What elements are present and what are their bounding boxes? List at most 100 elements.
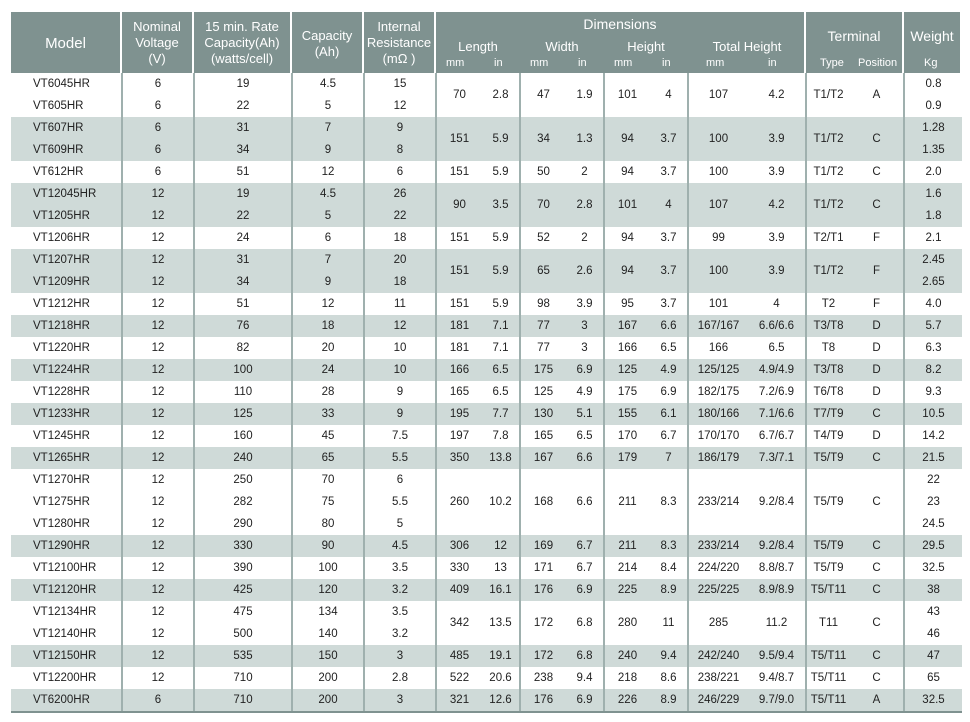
length-in-cell: 5.9 [482, 227, 520, 249]
voltage-line-1: Nominal [133, 19, 181, 34]
total-height-mm-cell: 99 [687, 227, 748, 249]
width-mm-cell: 172 [519, 645, 566, 667]
total-height-in-cell: 7.2/6.9 [748, 381, 806, 403]
height-in-cell: 6.6 [650, 315, 688, 337]
total-height-mm-cell: 125/125 [687, 359, 748, 381]
length-mm-cell: 342 [435, 601, 482, 645]
terminal-type-cell: T3/T8 [805, 315, 850, 337]
voltage-cell: 12 [121, 271, 194, 293]
header-weight: Weight Kg [904, 12, 960, 73]
capacity-cell: 9 [291, 139, 364, 161]
width-mm-unit: mm [530, 57, 549, 69]
resistance-cell: 12 [363, 95, 436, 117]
width-mm-cell: 47 [519, 73, 566, 117]
height-mm-cell: 167 [603, 315, 650, 337]
length-in-cell: 7.1 [482, 337, 520, 359]
capacity-cell: 5 [291, 95, 364, 117]
table-row: VT1245HR 12 160 45 7.5 197 7.8 165 6.5 170 6.7 170/… [11, 425, 962, 447]
total-height-mm-cell: 225/225 [687, 579, 748, 601]
voltage-cell: 12 [121, 513, 194, 535]
voltage-cell: 6 [121, 117, 194, 139]
height-mm-cell: 94 [603, 161, 650, 183]
height-mm-cell: 166 [603, 337, 650, 359]
weight-cell: 6.3 [903, 337, 962, 359]
weight-kg-unit: Kg [924, 57, 938, 69]
voltage-cell: 12 [121, 447, 194, 469]
height-mm-cell: 94 [603, 249, 650, 293]
total-height-mm-cell: 242/240 [687, 645, 748, 667]
rate-cell: 290 [193, 513, 292, 535]
table-row: VT1233HR 12 125 33 9 195 7.7 130 5.1 155 6.1 180/16… [11, 403, 962, 425]
width-in-unit: in [578, 57, 587, 69]
capacity-cell: 75 [291, 491, 364, 513]
terminal-position-cell: C [850, 601, 904, 645]
length-in-cell: 5.9 [482, 293, 520, 315]
voltage-cell: 12 [121, 403, 194, 425]
rate-cell: 500 [193, 623, 292, 645]
terminal-type-cell: T6/T8 [805, 381, 850, 403]
capacity-cell: 200 [291, 689, 364, 713]
length-mm-cell: 166 [435, 359, 482, 381]
width-mm-cell: 77 [519, 315, 566, 337]
total-height-in-cell: 9.4/8.7 [748, 667, 806, 689]
resistance-cell: 3.5 [363, 557, 436, 579]
table-row: VT1206HR 12 24 6 18 151 5.9 52 2 94 3.7 99 3.9 T2/T1 F… [11, 227, 962, 249]
width-in-cell: 5.1 [566, 403, 604, 425]
terminal-position-cell: D [850, 359, 904, 381]
length-in-cell: 13.5 [482, 601, 520, 645]
height-mm-cell: 94 [603, 227, 650, 249]
total-height-in-cell: 6.6/6.6 [748, 315, 806, 337]
capacity-cell: 28 [291, 381, 364, 403]
height-in-cell: 4 [650, 73, 688, 117]
height-in-cell: 6.5 [650, 337, 688, 359]
length-mm-cell: 321 [435, 689, 482, 713]
terminal-type-cell: T2 [805, 293, 850, 315]
length-mm-cell: 165 [435, 381, 482, 403]
total-height-mm-cell: 182/175 [687, 381, 748, 403]
terminal-position-cell: F [850, 227, 904, 249]
table-row: VT12120HR 12 425 120 3.2 409 16.1 176 6.9 225 8.9 2… [11, 579, 962, 601]
resistance-cell: 3.2 [363, 579, 436, 601]
total-height-mm-cell: 233/214 [687, 535, 748, 557]
height-mm-cell: 211 [603, 469, 650, 535]
rate-cell: 51 [193, 293, 292, 315]
capacity-cell: 12 [291, 293, 364, 315]
width-mm-cell: 238 [519, 667, 566, 689]
weight-cell: 46 [903, 623, 962, 645]
total-height-in-cell: 9.7/9.0 [748, 689, 806, 713]
width-mm-cell: 176 [519, 689, 566, 713]
width-mm-cell: 165 [519, 425, 566, 447]
length-mm-cell: 181 [435, 315, 482, 337]
rate-cell: 425 [193, 579, 292, 601]
height-heading: Height [627, 39, 665, 54]
total-height-in-cell: 3.9 [748, 161, 806, 183]
height-in-cell: 8.3 [650, 535, 688, 557]
height-mm-cell: 225 [603, 579, 650, 601]
width-mm-cell: 130 [519, 403, 566, 425]
resistance-cell: 18 [363, 227, 436, 249]
weight-cell: 38 [903, 579, 962, 601]
terminal-type-cell: T7/T9 [805, 403, 850, 425]
resistance-cell: 8 [363, 139, 436, 161]
length-in-cell: 20.6 [482, 667, 520, 689]
voltage-cell: 12 [121, 645, 194, 667]
weight-cell: 2.45 [903, 249, 962, 271]
length-mm-cell: 70 [435, 73, 482, 117]
voltage-cell: 12 [121, 535, 194, 557]
rate-cell: 160 [193, 425, 292, 447]
terminal-position-unit: Position [858, 57, 898, 69]
model-cell: VT12140HR [11, 623, 122, 645]
rate-cell: 19 [193, 183, 292, 205]
length-mm-cell: 151 [435, 161, 482, 183]
voltage-cell: 12 [121, 623, 194, 645]
capacity-cell: 9 [291, 271, 364, 293]
length-mm-cell: 330 [435, 557, 482, 579]
total-height-mm-cell: 107 [687, 183, 748, 227]
rate-cell: 34 [193, 271, 292, 293]
width-mm-cell: 34 [519, 117, 566, 161]
height-in-cell: 8.4 [650, 557, 688, 579]
rate-cell: 110 [193, 381, 292, 403]
total-height-mm-cell: 233/214 [687, 469, 748, 535]
terminal-type-cell: T1/T2 [805, 183, 850, 227]
